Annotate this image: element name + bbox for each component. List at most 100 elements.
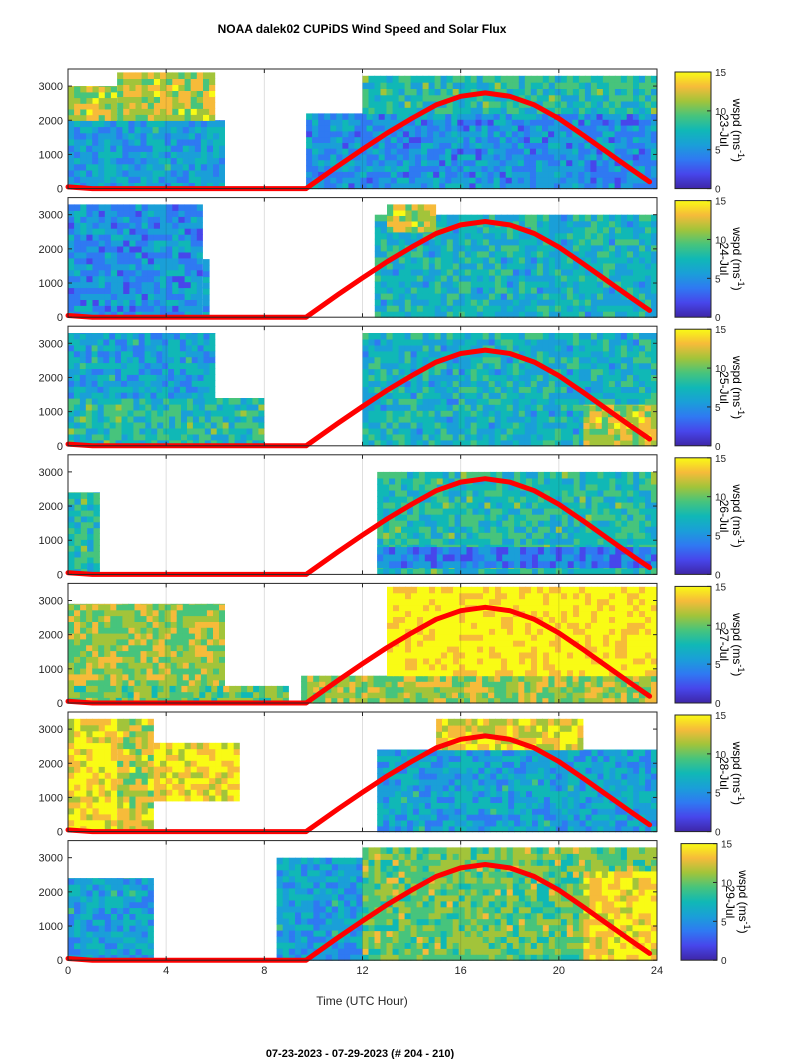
heatmap-cell (408, 119, 416, 126)
heatmap-cell (86, 269, 93, 277)
colorbar-label: wspd (ms-1) (730, 98, 746, 162)
heatmap-cell (446, 398, 454, 405)
heatmap-cell (500, 94, 508, 102)
heatmap-cell (97, 368, 105, 375)
heatmap-cell (342, 171, 349, 178)
heatmap-cell (529, 159, 537, 167)
heatmap-cell (560, 281, 568, 288)
heatmap-cell (424, 514, 432, 521)
heatmap-cell (454, 520, 462, 527)
heatmap-cell (476, 82, 484, 89)
heatmap-cell (134, 157, 142, 165)
heatmap-cell (529, 130, 537, 138)
heatmap-cell (639, 392, 646, 399)
heatmap-cell (198, 403, 206, 411)
heatmap-cell (145, 403, 152, 411)
heatmap-cell (602, 171, 610, 178)
heatmap-cell (330, 142, 337, 149)
heatmap-cell (115, 368, 122, 375)
heatmap-cell (560, 238, 568, 246)
heatmap-cell (200, 163, 208, 171)
heatmap-cell (380, 238, 388, 246)
heatmap-cell (410, 356, 418, 364)
heatmap-cell (638, 142, 646, 149)
heatmap-cell (530, 311, 538, 318)
heatmap-cell (398, 333, 406, 340)
heatmap-cell (644, 404, 652, 406)
heatmap-cell (626, 416, 633, 423)
heatmap-cell (651, 75, 657, 83)
heatmap-cell (608, 392, 616, 399)
heatmap-cell (117, 222, 124, 229)
heatmap-cell (439, 142, 446, 149)
heatmap-cell (458, 88, 466, 96)
heatmap-cell (566, 356, 574, 364)
colorbar-tick-label: 5 (715, 274, 721, 285)
heatmap-cell (440, 293, 448, 300)
heatmap-cell (500, 416, 508, 423)
heatmap-cell (246, 433, 254, 441)
heatmap-cell (209, 368, 216, 375)
heatmap-cell (162, 392, 169, 399)
heatmap-cell (135, 102, 143, 109)
heatmap-cell (566, 311, 574, 318)
heatmap-cell (240, 403, 248, 411)
heatmap-cell (306, 130, 313, 138)
heatmap-cell (194, 182, 202, 190)
heatmap-cell (392, 422, 400, 429)
heatmap-cell (487, 130, 495, 138)
heatmap-cell (196, 305, 203, 312)
heatmap-cell (651, 262, 657, 270)
heatmap-cell (121, 421, 129, 429)
heatmap-cell (626, 159, 634, 167)
heatmap-cell (542, 422, 550, 429)
heatmap-cell (536, 275, 544, 282)
heatmap-cell (392, 333, 400, 340)
heatmap-cell (258, 433, 265, 441)
heatmap-cell (407, 538, 414, 545)
heatmap-cell (378, 182, 386, 190)
heatmap-cell (132, 368, 140, 375)
heatmap-cell (196, 228, 203, 235)
heatmap-cell (644, 130, 652, 138)
heatmap-cell (418, 477, 426, 485)
heatmap-cell (481, 136, 489, 143)
heatmap-cell (153, 210, 161, 217)
heatmap-cell (68, 521, 75, 529)
heatmap-cell (87, 492, 94, 493)
heatmap-cell (512, 339, 520, 346)
heatmap-cell (602, 107, 610, 115)
heatmap-cell (203, 282, 210, 289)
heatmap-cell (470, 88, 478, 96)
heatmap-cell (452, 368, 460, 376)
heatmap-cell (506, 305, 514, 312)
heatmap-cell (422, 94, 430, 102)
heatmap-cell (368, 82, 376, 89)
heatmap-cell (386, 344, 394, 352)
heatmap-cell (141, 257, 149, 265)
heatmap-cell (476, 75, 484, 83)
heatmap-cell (530, 262, 538, 270)
heatmap-cell (566, 82, 574, 89)
heatmap-cell (428, 75, 436, 83)
heatmap-cell (79, 409, 87, 417)
heatmap-cell (596, 177, 604, 184)
heatmap-cell (374, 311, 382, 318)
heatmap-cell (395, 502, 402, 509)
heatmap-cell (615, 226, 622, 234)
heatmap-cell (478, 502, 485, 509)
heatmap-cell (170, 151, 178, 159)
heatmap-cell (554, 392, 562, 399)
heatmap-cell (145, 427, 152, 435)
heatmap-cell (494, 311, 502, 318)
heatmap-cell (372, 159, 380, 167)
heatmap-cell (434, 362, 442, 370)
heatmap-cell (536, 220, 544, 228)
heatmap-cell (387, 226, 394, 233)
heatmap-cell (390, 165, 398, 172)
heatmap-cell (246, 409, 254, 417)
heatmap-cell (578, 244, 586, 252)
heatmap-cell (418, 483, 426, 491)
heatmap-cell (608, 386, 616, 393)
heatmap-cell (258, 439, 265, 447)
